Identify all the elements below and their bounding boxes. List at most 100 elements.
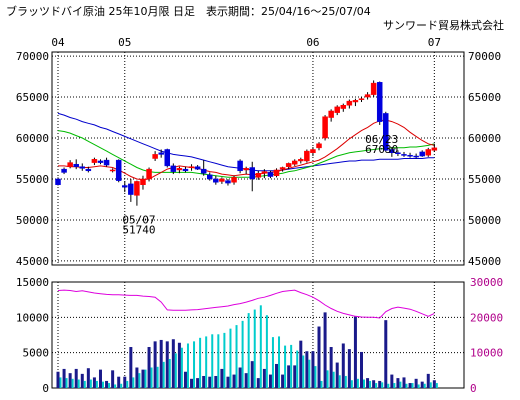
volume-bar bbox=[214, 375, 218, 388]
volume-bar bbox=[129, 347, 133, 388]
open-interest-bar bbox=[223, 332, 226, 388]
volume-bar bbox=[153, 341, 157, 388]
open-interest-tick-right: 20000 bbox=[470, 311, 503, 324]
oi-line bbox=[57, 289, 435, 319]
volume-bar bbox=[208, 376, 212, 388]
volume-bar bbox=[92, 377, 96, 388]
volume-bar bbox=[353, 316, 357, 388]
candle-up bbox=[91, 159, 98, 163]
annotation-date: 05/07 bbox=[122, 214, 155, 227]
open-interest-bar bbox=[156, 366, 159, 388]
candle-down bbox=[207, 174, 213, 180]
candle-up bbox=[188, 166, 195, 168]
candle-down bbox=[395, 152, 401, 155]
open-interest-bar bbox=[168, 359, 171, 388]
candle-up bbox=[370, 82, 377, 95]
price-tick-left: 60000 bbox=[16, 132, 49, 145]
candle-up bbox=[291, 160, 298, 165]
price-tick-right: 50000 bbox=[468, 214, 501, 227]
price-tick-labels: 70000 70000 65000 65000 60000 60000 55000 55000… bbox=[16, 50, 501, 268]
open-interest-tick-right: 10000 bbox=[470, 347, 503, 360]
price-gridlines bbox=[52, 52, 464, 265]
open-interest-bar bbox=[101, 381, 104, 388]
candle-up bbox=[146, 168, 152, 180]
candle-up bbox=[152, 154, 158, 159]
volume-bar bbox=[250, 361, 254, 388]
open-interest-bar bbox=[284, 345, 287, 388]
candle-up bbox=[340, 105, 347, 109]
volume-bar bbox=[323, 312, 327, 388]
volume-tick-left: 5000 bbox=[23, 347, 50, 360]
candle-down bbox=[97, 160, 104, 163]
month-label: 04 bbox=[51, 36, 65, 49]
volume-bar bbox=[341, 343, 345, 388]
volume-bar bbox=[317, 326, 321, 388]
open-interest-bar bbox=[108, 383, 111, 388]
open-interest-bar bbox=[363, 379, 365, 388]
candle-down bbox=[115, 159, 122, 181]
open-interest-bar bbox=[405, 383, 408, 388]
volume-bar bbox=[426, 373, 430, 388]
open-interest-tick-right: 0 bbox=[470, 382, 477, 395]
volume-bar bbox=[165, 341, 169, 388]
candle-down bbox=[401, 154, 407, 156]
volume-bar bbox=[305, 351, 309, 388]
candle-up bbox=[328, 110, 334, 118]
candle-down bbox=[200, 168, 207, 174]
open-interest-bar bbox=[65, 378, 68, 388]
open-interest-bar bbox=[229, 328, 232, 388]
price-tick-left: 55000 bbox=[16, 173, 49, 186]
open-interest-bar bbox=[83, 380, 86, 388]
open-interest-bar bbox=[180, 347, 183, 388]
volume-bar bbox=[196, 378, 200, 388]
candle-up bbox=[334, 106, 340, 113]
month-label: 07 bbox=[428, 36, 441, 49]
volume-bar bbox=[159, 339, 163, 388]
candle-down bbox=[249, 167, 255, 180]
volume-bar bbox=[232, 374, 236, 388]
annotation-date: 06/23 bbox=[365, 133, 398, 146]
price-tick-right: 55000 bbox=[468, 173, 501, 186]
open-interest-bar bbox=[290, 344, 293, 388]
open-interest-bar bbox=[174, 353, 177, 388]
candle-down bbox=[194, 166, 201, 170]
candlesticks bbox=[55, 80, 438, 206]
candle-up bbox=[109, 169, 116, 172]
volume-bars bbox=[56, 305, 438, 388]
open-interest-bar bbox=[411, 383, 414, 388]
price-tick-left: 70000 bbox=[16, 50, 49, 63]
candle-up bbox=[431, 147, 438, 151]
candle-up bbox=[231, 177, 237, 183]
open-interest-bar bbox=[144, 369, 147, 388]
open-interest-bar bbox=[320, 380, 323, 388]
candle-down bbox=[55, 178, 61, 185]
candle-up bbox=[279, 167, 286, 170]
open-interest-bar bbox=[120, 383, 123, 388]
open-interest-bar bbox=[199, 337, 202, 388]
month-labels: 04 05 06 07 bbox=[51, 36, 441, 49]
candle-down bbox=[182, 168, 189, 172]
volume-bar bbox=[98, 369, 102, 388]
open-interest-bar bbox=[253, 309, 256, 388]
open-interest-bar bbox=[77, 379, 80, 388]
volume-bar bbox=[68, 373, 72, 388]
open-interest-bar bbox=[186, 343, 189, 388]
volume-bar bbox=[80, 373, 84, 388]
candle-down bbox=[128, 183, 134, 195]
open-interest-bar bbox=[399, 381, 402, 388]
candle-down bbox=[103, 159, 110, 166]
price-tick-right: 60000 bbox=[468, 132, 501, 145]
open-interest-bar bbox=[71, 378, 74, 388]
volume-bar bbox=[378, 380, 382, 388]
candle-up bbox=[310, 149, 316, 154]
open-interest-bar bbox=[265, 315, 268, 388]
chart-title: ブラッツドバイ原油 25年10月限 日足 表示期間：25/04/16～25/07… bbox=[6, 4, 371, 18]
annotation-value: 51740 bbox=[122, 224, 155, 237]
volume-tick-left: 0 bbox=[42, 382, 49, 395]
candle-down bbox=[267, 172, 274, 177]
candle-up bbox=[346, 100, 353, 106]
open-interest-bar bbox=[217, 334, 220, 388]
candle-up bbox=[255, 172, 262, 178]
annotation-value: 67030 bbox=[365, 143, 398, 156]
